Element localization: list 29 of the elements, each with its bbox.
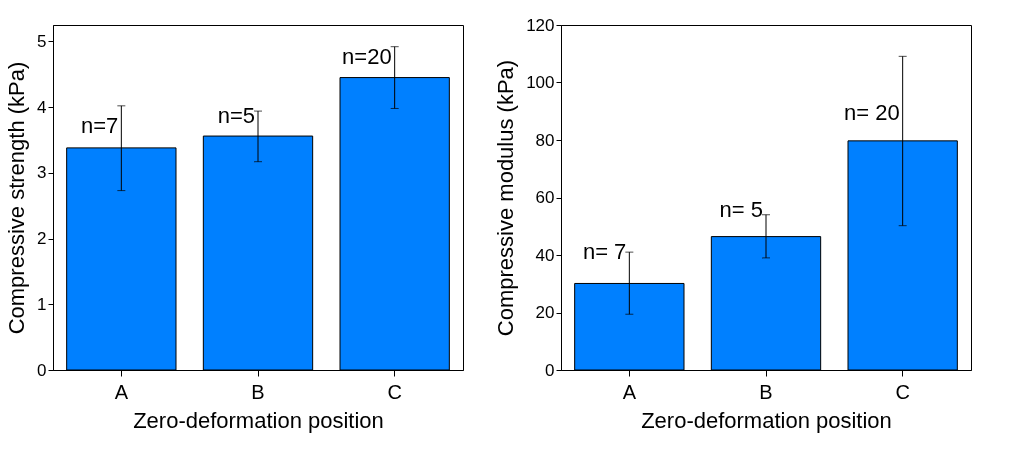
- x-axis-title: Zero-deformation position: [641, 407, 892, 433]
- y-tick-label: 80: [535, 130, 555, 150]
- x-tick-label: A: [114, 380, 129, 403]
- y-tick-label: 1: [37, 294, 47, 314]
- y-tick-label: 4: [37, 97, 47, 117]
- annotation: n=7: [81, 113, 119, 139]
- y-tick-label: 120: [526, 15, 555, 35]
- y-tick-label: 3: [37, 163, 47, 183]
- y-tick-label: 0: [545, 360, 555, 380]
- y-tick-label: 40: [535, 245, 555, 265]
- x-tick-label: B: [251, 380, 265, 403]
- y-axis-title: Compressive modulus (kPa): [493, 59, 519, 337]
- y-axis-title: Compressive strength (kPa): [4, 61, 30, 335]
- y-tick-label: 20: [535, 303, 555, 322]
- annotation: n= 5: [719, 197, 763, 223]
- annotation: n=20: [342, 43, 392, 69]
- annotation: n=5: [217, 103, 255, 129]
- y-tick-label: 5: [37, 31, 47, 51]
- x-tick-label: C: [895, 380, 910, 403]
- x-axis-title: Zero-deformation position: [133, 407, 384, 433]
- x-tick-label: B: [759, 380, 773, 403]
- annotation: n= 7: [582, 239, 627, 265]
- annotation: n= 20: [843, 100, 900, 126]
- y-tick-label: 60: [535, 188, 555, 207]
- y-tick-label: 100: [526, 73, 555, 92]
- x-tick-label: C: [387, 380, 402, 403]
- y-tick-label: 2: [37, 229, 47, 249]
- y-tick-label: 0: [37, 360, 47, 380]
- x-tick-label: A: [622, 380, 637, 403]
